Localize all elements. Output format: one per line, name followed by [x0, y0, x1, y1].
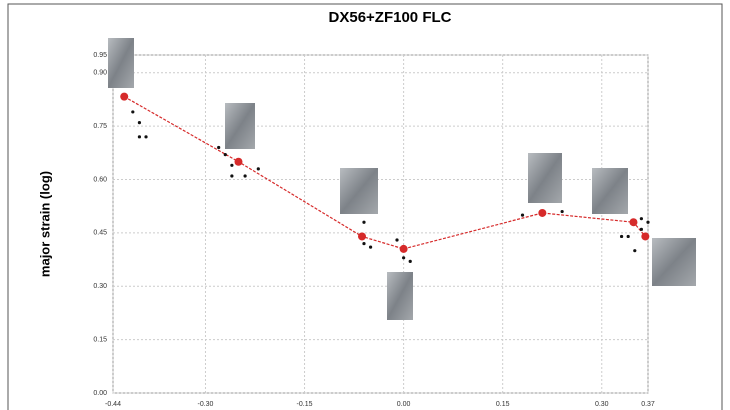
measure-point — [224, 153, 227, 156]
measure-point — [138, 121, 141, 124]
curve-point — [358, 232, 366, 240]
y-tick-label: 0.75 — [93, 123, 107, 130]
measure-point — [217, 146, 220, 149]
measure-point — [409, 260, 412, 263]
measure-point — [230, 164, 233, 167]
y-tick-label: 0.00 — [93, 390, 107, 397]
measure-point — [395, 238, 398, 241]
measure-point — [620, 235, 623, 238]
curve-point — [120, 93, 128, 101]
curve-point — [234, 158, 242, 166]
measure-point — [627, 235, 630, 238]
x-tick-label: -0.44 — [105, 401, 121, 408]
chart: DX56+ZF100 FLC major strain (log) 0.00 0.… — [0, 0, 730, 410]
measure-point — [131, 110, 134, 113]
specimen-photo — [592, 168, 628, 214]
specimen-photo — [340, 168, 378, 214]
x-tick-label: 0.00 — [397, 401, 411, 408]
y-tick-label: 0.45 — [93, 230, 107, 237]
chart-title: DX56+ZF100 FLC — [329, 9, 452, 26]
curve-point — [629, 218, 637, 226]
specimen-photo — [652, 238, 696, 286]
y-axis-label: major strain (log) — [37, 171, 52, 277]
specimen-photo — [387, 272, 413, 320]
y-tick-label: 0.15 — [93, 336, 107, 343]
x-tick-label: 0.15 — [496, 401, 510, 408]
plot-area — [113, 55, 650, 393]
x-tick-label: -0.15 — [297, 401, 313, 408]
plot-border — [113, 55, 648, 393]
x-tick-label: -0.30 — [197, 401, 213, 408]
measure-point — [362, 242, 365, 245]
measure-point — [640, 228, 643, 231]
y-tick-label: 0.90 — [93, 70, 107, 77]
curve-point — [400, 245, 408, 253]
y-tick-label: 0.30 — [93, 283, 107, 290]
x-tick-label: 0.37 — [641, 401, 655, 408]
measure-point — [633, 249, 636, 252]
measure-point — [243, 174, 246, 177]
y-tick-label: 0.60 — [93, 176, 107, 183]
measure-point — [138, 135, 141, 138]
y-tick-label: 0.95 — [93, 52, 107, 59]
curve-point — [641, 232, 649, 240]
x-tick-label: 0.30 — [595, 401, 609, 408]
measure-point — [521, 214, 524, 217]
measure-point — [561, 210, 564, 213]
measure-point — [144, 135, 147, 138]
measure-point — [257, 167, 260, 170]
measure-point — [230, 174, 233, 177]
measure-point — [362, 221, 365, 224]
measure-point — [369, 246, 372, 249]
measure-point — [402, 256, 405, 259]
specimen-photo — [108, 38, 134, 88]
measure-point — [646, 221, 649, 224]
specimen-photo — [528, 153, 562, 203]
specimen-photo — [225, 103, 255, 149]
measure-point — [640, 217, 643, 220]
curve-point — [538, 209, 546, 217]
